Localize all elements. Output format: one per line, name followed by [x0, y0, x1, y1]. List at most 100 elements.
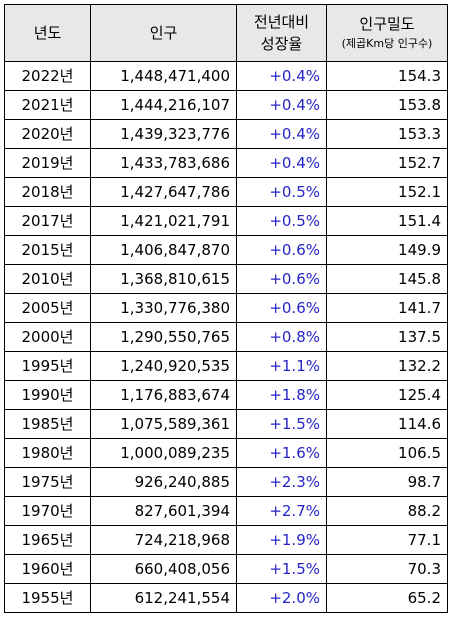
population-cell: 1,439,323,776: [90, 119, 237, 149]
population-cell: 1,000,089,235: [90, 438, 237, 468]
table-row: 1960년 660,408,056 +1.5% 70.3: [4, 554, 448, 584]
population-cell: 1,421,021,791: [90, 206, 237, 236]
table-row: 1965년 724,218,968 +1.9% 77.1: [4, 525, 448, 555]
table-row: 2020년 1,439,323,776 +0.4% 153.3: [4, 119, 448, 149]
growth-cell: +0.6%: [236, 264, 327, 294]
table-row: 2000년 1,290,550,765 +0.8% 137.5: [4, 322, 448, 352]
growth-cell: +1.5%: [236, 554, 327, 584]
growth-cell: +1.5%: [236, 409, 327, 439]
population-cell: 1,433,783,686: [90, 148, 237, 178]
population-cell: 724,218,968: [90, 525, 237, 555]
population-cell: 1,176,883,674: [90, 380, 237, 410]
density-cell: 154.3: [326, 61, 448, 91]
table-row: 2005년 1,330,776,380 +0.6% 141.7: [4, 293, 448, 323]
density-cell: 141.7: [326, 293, 448, 323]
table-row: 2019년 1,433,783,686 +0.4% 152.7: [4, 148, 448, 178]
header-row: 년도 인구 전년대비 성장율 인구밀도 (제곱Km당 인구수): [4, 4, 448, 62]
population-cell: 1,240,920,535: [90, 351, 237, 381]
table-row: 1970년 827,601,394 +2.7% 88.2: [4, 496, 448, 526]
growth-cell: +0.8%: [236, 322, 327, 352]
density-cell: 149.9: [326, 235, 448, 265]
table-row: 1980년 1,000,089,235 +1.6% 106.5: [4, 438, 448, 468]
density-cell: 152.7: [326, 148, 448, 178]
growth-cell: +1.6%: [236, 438, 327, 468]
year-cell: 1960년: [4, 554, 91, 584]
density-cell: 152.1: [326, 177, 448, 207]
header-year: 년도: [4, 4, 91, 62]
growth-cell: +0.4%: [236, 61, 327, 91]
table-row: 1995년 1,240,920,535 +1.1% 132.2: [4, 351, 448, 381]
table-row: 2010년 1,368,810,615 +0.6% 145.8: [4, 264, 448, 294]
density-cell: 125.4: [326, 380, 448, 410]
header-density: 인구밀도 (제곱Km당 인구수): [326, 4, 448, 62]
growth-cell: +2.0%: [236, 583, 327, 613]
year-cell: 2021년: [4, 90, 91, 120]
table-row: 2018년 1,427,647,786 +0.5% 152.1: [4, 177, 448, 207]
density-cell: 77.1: [326, 525, 448, 555]
year-cell: 1985년: [4, 409, 91, 439]
table-row: 2017년 1,421,021,791 +0.5% 151.4: [4, 206, 448, 236]
year-cell: 2005년: [4, 293, 91, 323]
table-header: 년도 인구 전년대비 성장율 인구밀도 (제곱Km당 인구수): [4, 4, 448, 62]
year-cell: 2022년: [4, 61, 91, 91]
population-cell: 1,444,216,107: [90, 90, 237, 120]
table-row: 1975년 926,240,885 +2.3% 98.7: [4, 467, 448, 497]
population-cell: 1,406,847,870: [90, 235, 237, 265]
header-growth: 전년대비 성장율: [236, 4, 327, 62]
density-cell: 153.3: [326, 119, 448, 149]
density-cell: 145.8: [326, 264, 448, 294]
density-cell: 98.7: [326, 467, 448, 497]
density-cell: 132.2: [326, 351, 448, 381]
year-cell: 2019년: [4, 148, 91, 178]
density-cell: 153.8: [326, 90, 448, 120]
population-cell: 926,240,885: [90, 467, 237, 497]
population-cell: 1,427,647,786: [90, 177, 237, 207]
growth-cell: +2.7%: [236, 496, 327, 526]
population-cell: 612,241,554: [90, 583, 237, 613]
year-cell: 2010년: [4, 264, 91, 294]
table-row: 1955년 612,241,554 +2.0% 65.2: [4, 583, 448, 613]
population-cell: 1,075,589,361: [90, 409, 237, 439]
year-cell: 1975년: [4, 467, 91, 497]
population-cell: 827,601,394: [90, 496, 237, 526]
population-table-container: 년도 인구 전년대비 성장율 인구밀도 (제곱Km당 인구수) 2022년 1,4…: [4, 4, 448, 613]
header-population: 인구: [90, 4, 237, 62]
year-cell: 1995년: [4, 351, 91, 381]
density-cell: 88.2: [326, 496, 448, 526]
year-cell: 2018년: [4, 177, 91, 207]
year-cell: 1955년: [4, 583, 91, 613]
table-row: 1985년 1,075,589,361 +1.5% 114.6: [4, 409, 448, 439]
growth-cell: +0.6%: [236, 293, 327, 323]
population-cell: 660,408,056: [90, 554, 237, 584]
growth-cell: +0.5%: [236, 177, 327, 207]
growth-cell: +1.1%: [236, 351, 327, 381]
density-cell: 70.3: [326, 554, 448, 584]
growth-cell: +0.5%: [236, 206, 327, 236]
density-cell: 65.2: [326, 583, 448, 613]
population-cell: 1,448,471,400: [90, 61, 237, 91]
population-cell: 1,290,550,765: [90, 322, 237, 352]
table-row: 2022년 1,448,471,400 +0.4% 154.3: [4, 61, 448, 91]
year-cell: 2020년: [4, 119, 91, 149]
growth-cell: +1.8%: [236, 380, 327, 410]
table-row: 2021년 1,444,216,107 +0.4% 153.8: [4, 90, 448, 120]
density-cell: 151.4: [326, 206, 448, 236]
density-cell: 114.6: [326, 409, 448, 439]
population-cell: 1,368,810,615: [90, 264, 237, 294]
growth-cell: +2.3%: [236, 467, 327, 497]
table-body: 2022년 1,448,471,400 +0.4% 154.3 2021년 1,444,2…: [4, 61, 448, 613]
year-cell: 2015년: [4, 235, 91, 265]
density-cell: 106.5: [326, 438, 448, 468]
growth-cell: +0.6%: [236, 235, 327, 265]
density-cell: 137.5: [326, 322, 448, 352]
year-cell: 1965년: [4, 525, 91, 555]
header-density-label: 인구밀도: [359, 15, 415, 33]
table-row: 1990년 1,176,883,674 +1.8% 125.4: [4, 380, 448, 410]
year-cell: 1980년: [4, 438, 91, 468]
growth-cell: +0.4%: [236, 90, 327, 120]
header-density-unit: (제곱Km당 인구수): [341, 37, 433, 50]
growth-cell: +1.9%: [236, 525, 327, 555]
header-growth-line2: 성장율: [260, 35, 303, 53]
table-row: 2015년 1,406,847,870 +0.6% 149.9: [4, 235, 448, 265]
year-cell: 2017년: [4, 206, 91, 236]
